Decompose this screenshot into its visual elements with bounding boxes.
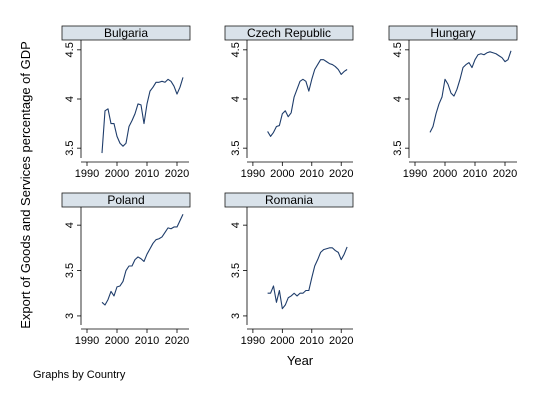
x-tick-label: 1990 bbox=[403, 168, 427, 180]
panel-title: Romania bbox=[265, 193, 313, 207]
panel-hungary: Hungary 3.5 4 4.5 1990 2000 2010 2020 bbox=[388, 25, 518, 180]
x-tick-label: 2020 bbox=[493, 168, 517, 180]
y-tick-label: 3.5 bbox=[230, 141, 242, 156]
panel-title-bar bbox=[388, 25, 518, 41]
panel-czech-republic: Czech Republic 3.5 4 4.5 1990 2000 2010 2020 bbox=[224, 25, 354, 180]
series-line bbox=[267, 59, 348, 137]
panel-title: Hungary bbox=[430, 26, 475, 40]
panel-romania: Romania 3 3.5 4 1990 2000 2010 2020 bbox=[224, 192, 354, 347]
x-axis-label: Year bbox=[287, 353, 314, 368]
x-tick-label: 1990 bbox=[75, 335, 99, 347]
series-line bbox=[429, 50, 512, 133]
panel-title-bar bbox=[224, 25, 354, 41]
panel-bulgaria: Bulgaria 3.5 4 4.5 1990 2000 2010 2020 bbox=[61, 25, 191, 180]
y-tick-label: 3 bbox=[230, 313, 242, 319]
x-tick-label: 2020 bbox=[165, 335, 189, 347]
y-tick-label: 4 bbox=[392, 96, 404, 102]
x-tick-label: 2010 bbox=[463, 168, 487, 180]
x-tick-label: 2000 bbox=[105, 168, 129, 180]
graphs-note: Graphs by Country bbox=[33, 369, 126, 381]
y-tick-label: 3.5 bbox=[64, 141, 76, 156]
x-tick-label: 2000 bbox=[433, 168, 457, 180]
x-tick-label: 2010 bbox=[300, 168, 324, 180]
series-line bbox=[267, 246, 348, 310]
y-axis-label: Export of Goods and Services percentage … bbox=[18, 41, 33, 329]
series-line bbox=[101, 77, 184, 154]
panel-title: Poland bbox=[107, 193, 144, 207]
panel-title-bar bbox=[61, 192, 191, 208]
x-tick-label: 2000 bbox=[105, 335, 129, 347]
panel-poland: Poland 3 3.5 4 1990 2000 2010 2020 bbox=[61, 192, 191, 347]
x-tick-label: 2010 bbox=[135, 335, 159, 347]
x-tick-label: 2020 bbox=[165, 168, 189, 180]
x-tick-label: 2020 bbox=[329, 335, 353, 347]
y-tick-label: 4.5 bbox=[230, 42, 242, 57]
y-tick-label: 3.5 bbox=[230, 263, 242, 278]
x-tick-label: 2000 bbox=[270, 168, 294, 180]
x-tick-label: 2010 bbox=[135, 168, 159, 180]
y-tick-label: 4 bbox=[64, 222, 76, 228]
x-tick-label: 2000 bbox=[270, 335, 294, 347]
y-tick-label: 4.5 bbox=[392, 42, 404, 57]
x-tick-label: 1990 bbox=[241, 168, 265, 180]
y-tick-label: 3 bbox=[64, 313, 76, 319]
series-line bbox=[101, 214, 184, 306]
y-tick-label: 4 bbox=[64, 96, 76, 102]
y-tick-label: 3.5 bbox=[392, 141, 404, 156]
panel-title: Czech Republic bbox=[247, 26, 331, 40]
x-tick-label: 1990 bbox=[241, 335, 265, 347]
y-tick-label: 3.5 bbox=[64, 263, 76, 278]
panel-title-bar bbox=[61, 25, 191, 41]
panel-title-bar bbox=[224, 192, 354, 208]
y-tick-label: 4 bbox=[230, 222, 242, 228]
x-tick-label: 2020 bbox=[329, 168, 353, 180]
y-tick-label: 4.5 bbox=[64, 42, 76, 57]
y-tick-label: 4 bbox=[230, 96, 242, 102]
x-tick-label: 2010 bbox=[300, 335, 324, 347]
panel-title: Bulgaria bbox=[104, 26, 148, 40]
x-tick-label: 1990 bbox=[75, 168, 99, 180]
